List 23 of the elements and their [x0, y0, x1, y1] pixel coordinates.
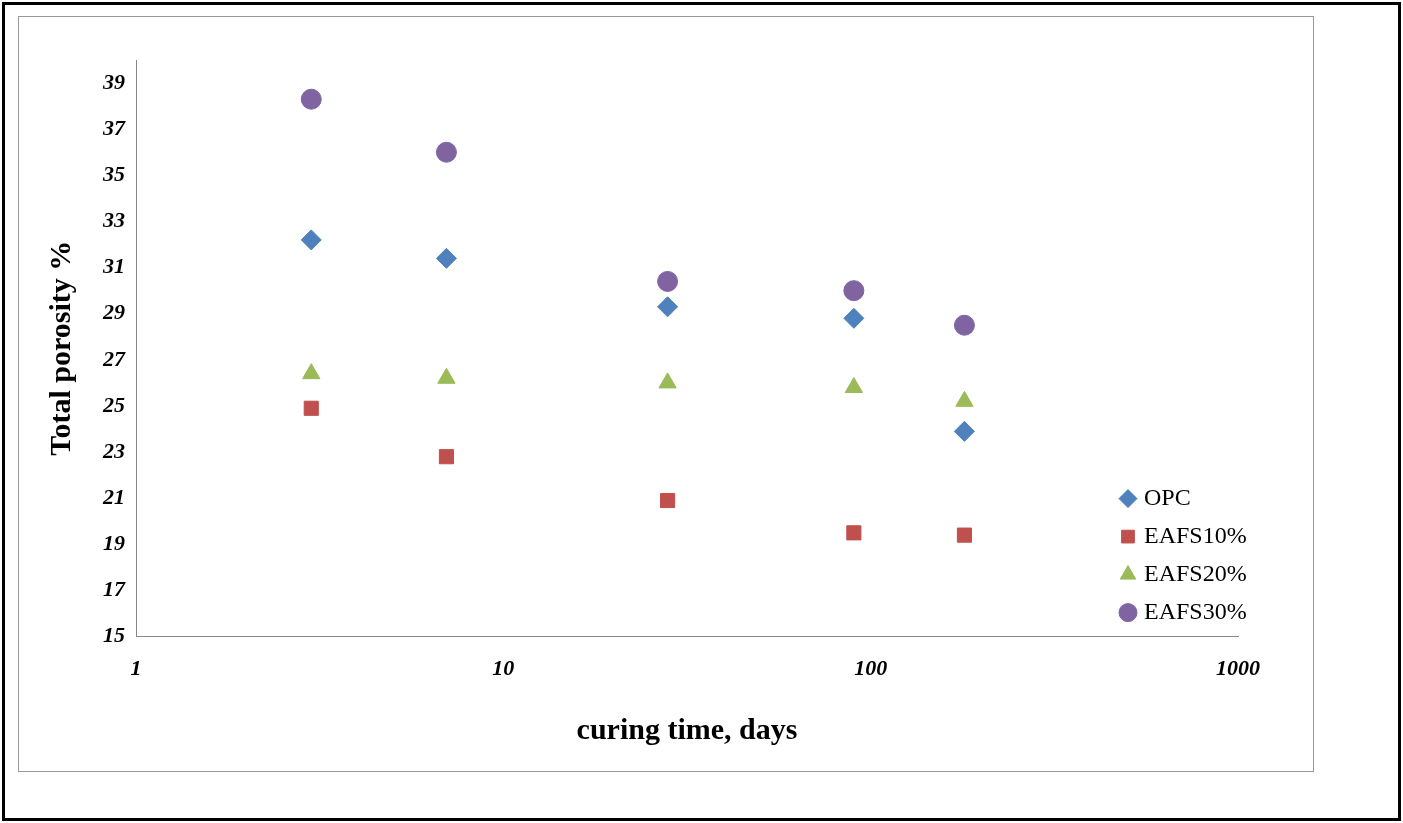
y-tick-label: 31	[102, 253, 125, 279]
y-tick-label: 37	[102, 114, 126, 140]
x-tick-label: 10	[492, 655, 515, 681]
legend-label: OPC	[1144, 483, 1191, 510]
x-tick-label: 100	[854, 655, 888, 681]
y-tick-label: 17	[103, 576, 126, 602]
y-tick-label: 29	[102, 299, 125, 325]
y-tick-label: 25	[102, 391, 125, 417]
y-tick-label: 27	[102, 345, 126, 371]
y-tick-label: 35	[102, 161, 125, 187]
legend-label: EAFS10%	[1144, 521, 1247, 548]
y-tick-label: 19	[103, 530, 125, 556]
legend-label: EAFS30%	[1144, 597, 1247, 624]
y-tick-label: 23	[102, 437, 125, 463]
x-tick-label: 1	[130, 655, 142, 681]
y-tick-label: 21	[102, 483, 125, 509]
legend-label: EAFS20%	[1144, 559, 1247, 586]
x-tick-label: 1000	[1216, 655, 1260, 681]
y-tick-label: 15	[103, 622, 125, 648]
y-axis-title: Total porosity %	[42, 240, 76, 456]
x-axis-title: curing time, days	[576, 711, 798, 745]
y-tick-label: 39	[102, 68, 125, 94]
y-tick-label: 33	[102, 207, 125, 233]
